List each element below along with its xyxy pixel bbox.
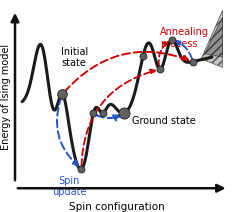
FancyArrowPatch shape: [82, 70, 155, 166]
Text: Energy of Ising model: Energy of Ising model: [0, 43, 10, 150]
FancyArrowPatch shape: [96, 115, 120, 120]
Text: Spin configuration: Spin configuration: [69, 202, 165, 212]
Text: Spin
update: Spin update: [52, 176, 87, 198]
Text: Initial
state: Initial state: [61, 47, 88, 68]
Text: Annealing
process: Annealing process: [160, 27, 209, 49]
FancyArrowPatch shape: [57, 97, 78, 166]
FancyArrowPatch shape: [64, 52, 188, 92]
FancyArrowPatch shape: [159, 42, 168, 67]
Text: Ground state: Ground state: [132, 116, 196, 127]
Polygon shape: [205, 17, 223, 57]
Polygon shape: [201, 10, 223, 67]
FancyArrowPatch shape: [176, 41, 192, 59]
